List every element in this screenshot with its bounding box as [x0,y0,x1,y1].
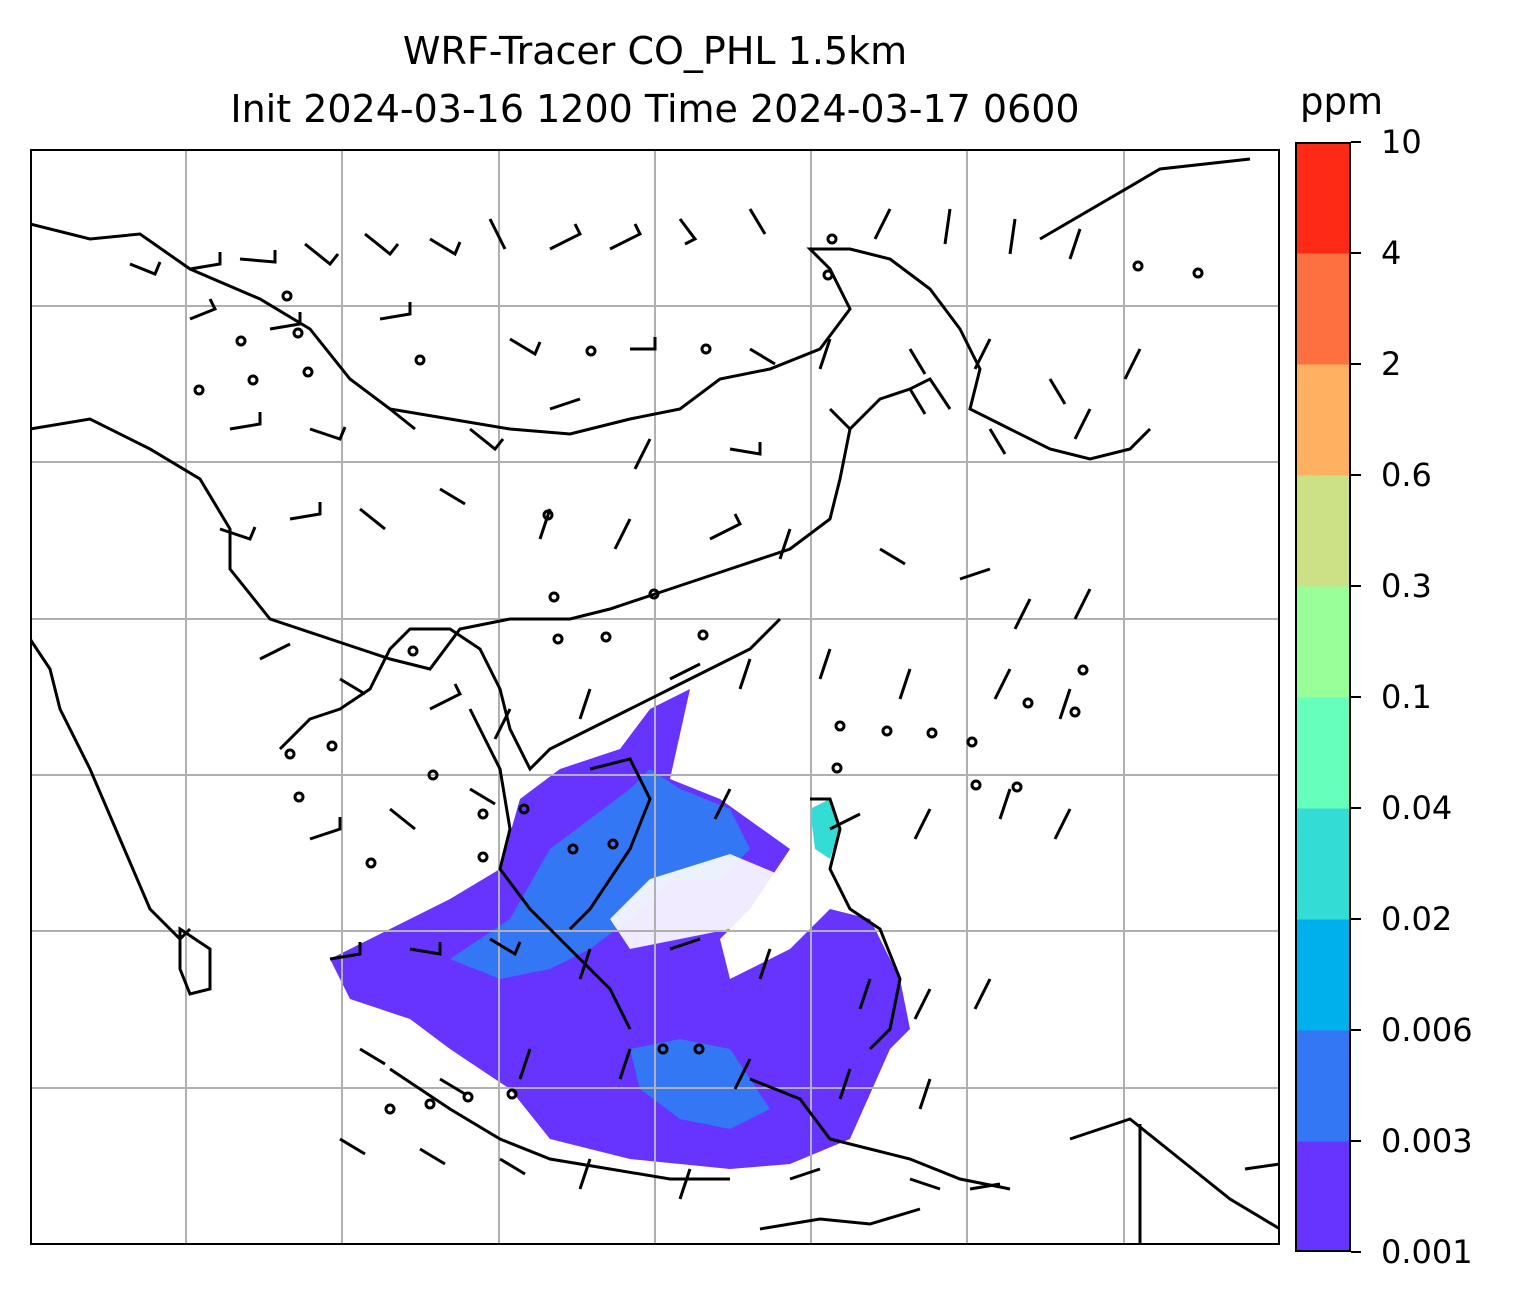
map-border [30,149,1280,1245]
colorbar-segment [1295,586,1351,698]
wind-barbs [129,208,1142,1200]
colorbar-tick-mark [1351,585,1361,587]
colorbar-segment [1295,475,1351,587]
colorbar-tick-mark [1351,918,1361,920]
colorbar-segment [1295,253,1351,365]
colorbar-segment [1295,1030,1351,1142]
colorbar-segment [1295,919,1351,1031]
colorbar-tick-mark [1351,474,1361,476]
colorbar-tick-label: 0.006 [1381,1011,1473,1049]
plot-title: WRF-Tracer CO_PHL 1.5km [402,29,908,73]
colorbar-tick-label: 0.003 [1381,1122,1473,1160]
colorbar-tick-mark [1351,696,1361,698]
colorbar-tick-mark [1351,1140,1361,1142]
colorbar-tick-label: 0.3 [1381,567,1432,605]
colorbar-tick-mark [1351,807,1361,809]
coastlines [30,157,1280,1245]
colorbar-tick-label: 0.001 [1381,1233,1473,1271]
colorbar-tick-label: 0.6 [1381,456,1432,494]
plot-subtitle: Init 2024-03-16 1200 Time 2024-03-17 060… [230,87,1080,131]
colorbar-tick-mark [1351,1251,1361,1253]
colorbar-segment [1295,808,1351,920]
colorbar-segment [1295,1141,1351,1252]
tracer-shading [330,689,910,1169]
colorbar-unit: ppm [1300,80,1384,123]
colorbar-tick-mark [1351,1029,1361,1031]
colorbar-segment [1295,364,1351,476]
colorbar-tick-label: 0.1 [1381,678,1432,716]
colorbar-tick-label: 10 [1381,123,1422,161]
colorbar-tick-label: 0.02 [1381,900,1453,938]
colorbar-tick-label: 0.04 [1381,789,1453,827]
colorbar-segment [1295,697,1351,809]
colorbar-tick-mark [1351,252,1361,254]
colorbar-tick-label: 2 [1381,345,1402,383]
colorbar-tick-mark [1351,363,1361,365]
colorbar-tick-label: 4 [1381,234,1402,272]
map-panel [30,149,1280,1245]
colorbar-tick-mark [1351,141,1361,143]
colorbar-segment [1295,142,1351,254]
calm-markers [193,233,1204,1115]
colorbar [1295,142,1351,1252]
